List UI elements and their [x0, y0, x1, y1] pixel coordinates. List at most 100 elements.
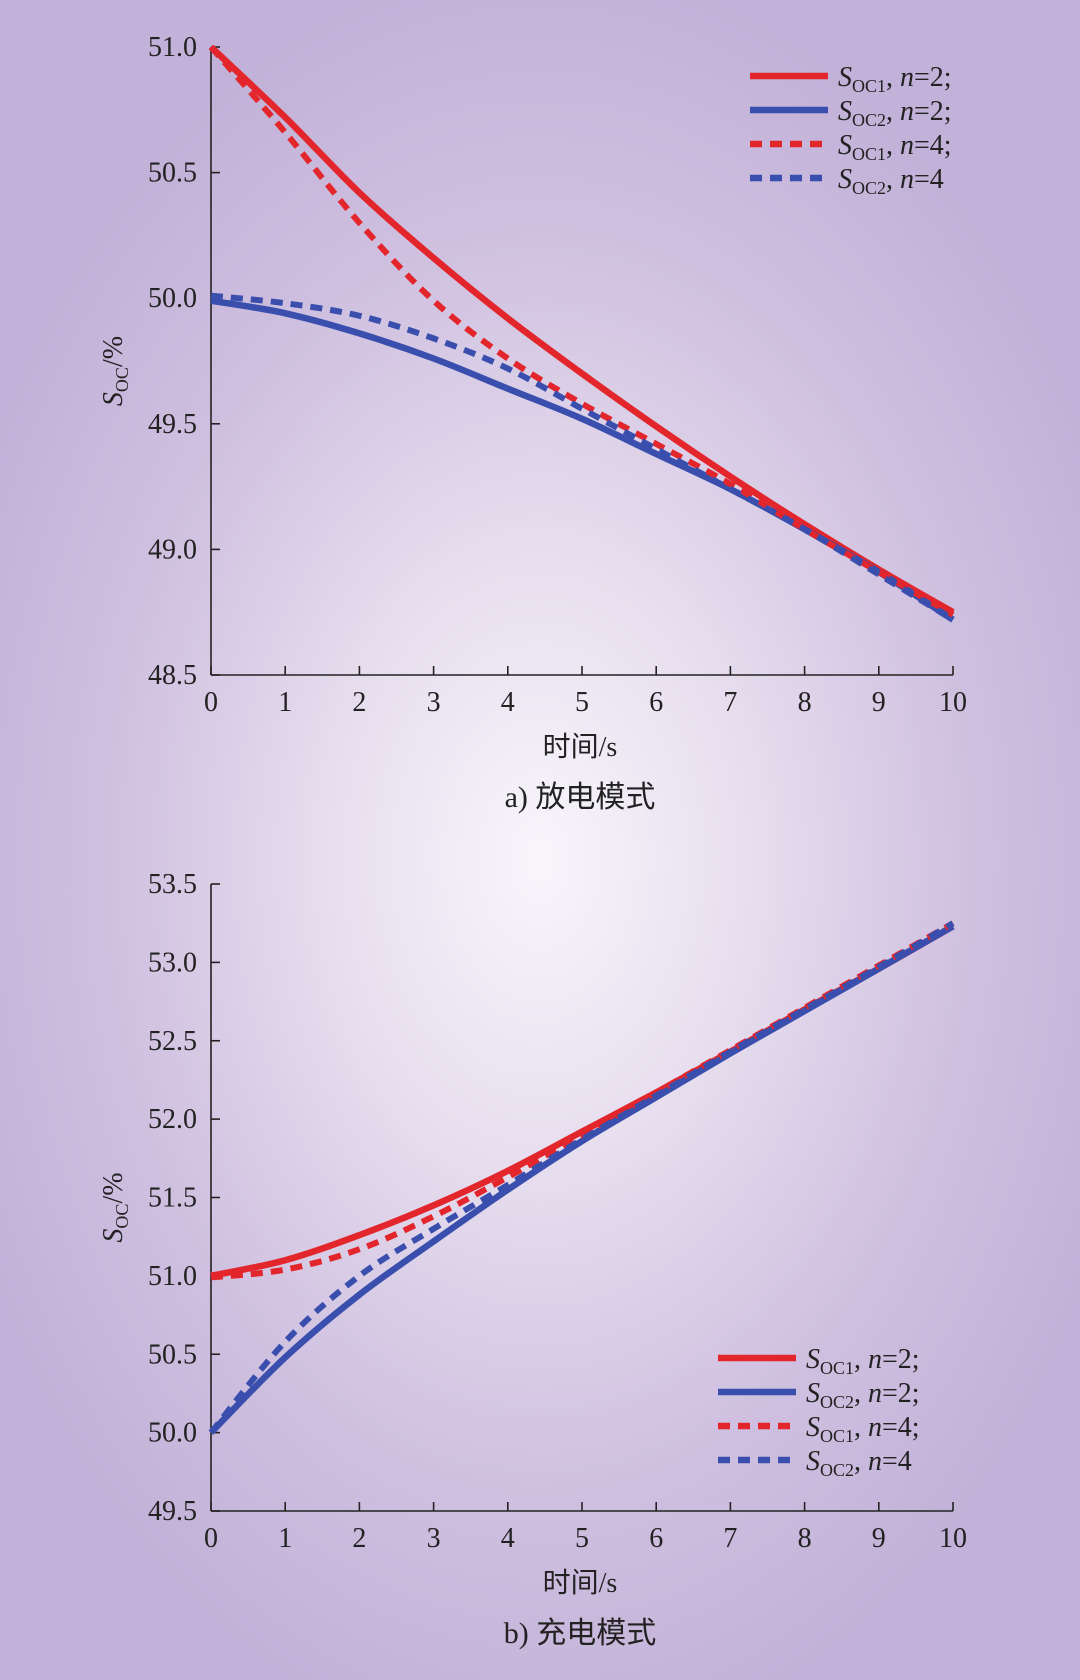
legend-entry: SOC2, n=4 — [838, 164, 944, 198]
legend-symbol: S — [806, 1412, 820, 1443]
y-axis-label: SOC/% — [98, 1172, 132, 1242]
y-tick-label: 51.0 — [148, 32, 197, 63]
legend-entry: SOC2, n=2; — [806, 1378, 920, 1412]
figure-caption: b) 充电模式 — [504, 1617, 657, 1650]
y-axis-label-suffix: /% — [98, 1172, 129, 1203]
y-tick-label: 53.0 — [148, 947, 197, 978]
x-tick-label: 5 — [575, 687, 589, 718]
legend-subscript: OC2 — [820, 1392, 854, 1412]
y-tick-label: 49.5 — [148, 409, 197, 440]
legend-subscript: OC1 — [820, 1426, 854, 1446]
x-tick-label: 8 — [798, 687, 812, 718]
legend-entry: SOC1, n=4; — [806, 1412, 920, 1446]
legend-subscript: OC2 — [820, 1460, 854, 1480]
legend-var: n — [900, 96, 914, 127]
legend-sep: , — [886, 96, 900, 127]
legend-sep: , — [854, 1378, 868, 1409]
y-tick-label: 50.0 — [148, 1418, 197, 1449]
legend-sep: , — [886, 130, 900, 161]
y-axis-label-sub: OC — [112, 1204, 132, 1229]
y-tick-label: 52.5 — [148, 1026, 197, 1057]
x-tick-label: 9 — [872, 687, 886, 718]
series-line-b-4 — [208, 920, 955, 1435]
legend-value: =4; — [882, 1412, 920, 1443]
legend-var: n — [868, 1344, 882, 1375]
y-tick-label: 50.5 — [148, 158, 197, 189]
series-line-a-2 — [210, 297, 955, 623]
x-tick-label: 4 — [501, 1523, 515, 1554]
legend-symbol: S — [806, 1344, 820, 1375]
x-tick-label: 10 — [939, 1523, 967, 1554]
legend-symbol: S — [838, 62, 852, 93]
legend-sep: , — [854, 1412, 868, 1443]
legend-sep: , — [886, 62, 900, 93]
x-tick-label: 9 — [872, 1523, 886, 1554]
legend-subscript: OC1 — [852, 76, 886, 96]
chart-panel-a: 48.5 49.0 49.5 50.0 50.5 51.0 0 1 2 3 4 5 6 7 8 9 10 时间/s… — [98, 32, 967, 814]
legend-entry: SOC1, n=2; — [838, 62, 952, 96]
series-line-a-1 — [208, 44, 955, 616]
series-line-b-2 — [208, 923, 955, 1435]
legend-value: =4 — [914, 164, 944, 195]
series-line-b-3 — [210, 920, 955, 1281]
x-tick-label: 1 — [278, 687, 292, 718]
legend-value: =2; — [914, 62, 952, 93]
x-tick-label: 6 — [649, 1523, 663, 1554]
x-tick-label: 0 — [204, 687, 218, 718]
y-tick-label: 51.0 — [148, 1261, 197, 1292]
legend-sep: , — [854, 1446, 868, 1477]
x-tick-label: 4 — [501, 687, 515, 718]
x-tick-label: 2 — [352, 687, 366, 718]
y-tick-label: 48.5 — [148, 660, 197, 691]
x-tick-label: 7 — [723, 1523, 737, 1554]
legend-subscript: OC1 — [820, 1358, 854, 1378]
legend-sep: , — [886, 164, 900, 195]
y-axis-label: SOC/% — [98, 336, 132, 406]
legend-var: n — [868, 1412, 882, 1443]
legend-var: n — [900, 130, 914, 161]
legend-var: n — [868, 1378, 882, 1409]
legend-value: =4; — [914, 130, 952, 161]
legend: SOC1, n=2;SOC2, n=2;SOC1, n=4;SOC2, n=4 — [718, 1344, 920, 1480]
y-tick-label: 52.0 — [148, 1104, 197, 1135]
legend-entry: SOC1, n=4; — [838, 130, 952, 164]
y-tick-label: 51.5 — [148, 1183, 197, 1214]
legend-subscript: OC1 — [852, 144, 886, 164]
y-axis-label-sub: OC — [112, 367, 132, 392]
legend-entry: SOC2, n=2; — [838, 96, 952, 130]
legend-entry: SOC1, n=2; — [806, 1344, 920, 1378]
x-tick-label: 3 — [427, 1523, 441, 1554]
x-tick-label: 10 — [939, 687, 967, 718]
x-tick-label: 3 — [427, 687, 441, 718]
legend-entry: SOC2, n=4 — [806, 1446, 912, 1480]
legend-value: =2; — [914, 96, 952, 127]
series-line-a-3 — [208, 45, 955, 618]
y-tick-label: 49.0 — [148, 534, 197, 565]
legend-symbol: S — [806, 1378, 820, 1409]
y-tick-label: 50.0 — [148, 283, 197, 314]
legend-value: =2; — [882, 1378, 920, 1409]
y-axis-label-main: S — [98, 392, 129, 406]
y-tick-label: 49.5 — [148, 1496, 197, 1527]
legend-var: n — [900, 62, 914, 93]
legend-symbol: S — [838, 164, 852, 195]
legend-var: n — [900, 164, 914, 195]
legend-symbol: S — [838, 130, 852, 161]
legend-subscript: OC2 — [852, 110, 886, 130]
y-tick-label: 53.5 — [148, 869, 197, 900]
x-tick-label: 6 — [649, 687, 663, 718]
legend-value: =4 — [882, 1446, 912, 1477]
series-line-b-1 — [210, 923, 955, 1280]
x-tick-label: 2 — [352, 1523, 366, 1554]
y-tick-label: 50.5 — [148, 1339, 197, 1370]
series-line-a-4 — [210, 292, 955, 623]
chart-panel-b: 49.5 50.0 50.5 51.0 51.5 52.0 52.5 53.0 53.5 0 1 2 3… — [98, 869, 967, 1650]
legend-sep: , — [854, 1344, 868, 1375]
legend-value: =2; — [882, 1344, 920, 1375]
x-axis-label: 时间/s — [543, 1567, 618, 1599]
y-axis-label-main: S — [98, 1229, 129, 1243]
x-tick-label: 5 — [575, 1523, 589, 1554]
x-tick-label: 1 — [278, 1523, 292, 1554]
legend: SOC1, n=2;SOC2, n=2;SOC1, n=4;SOC2, n=4 — [750, 62, 952, 198]
